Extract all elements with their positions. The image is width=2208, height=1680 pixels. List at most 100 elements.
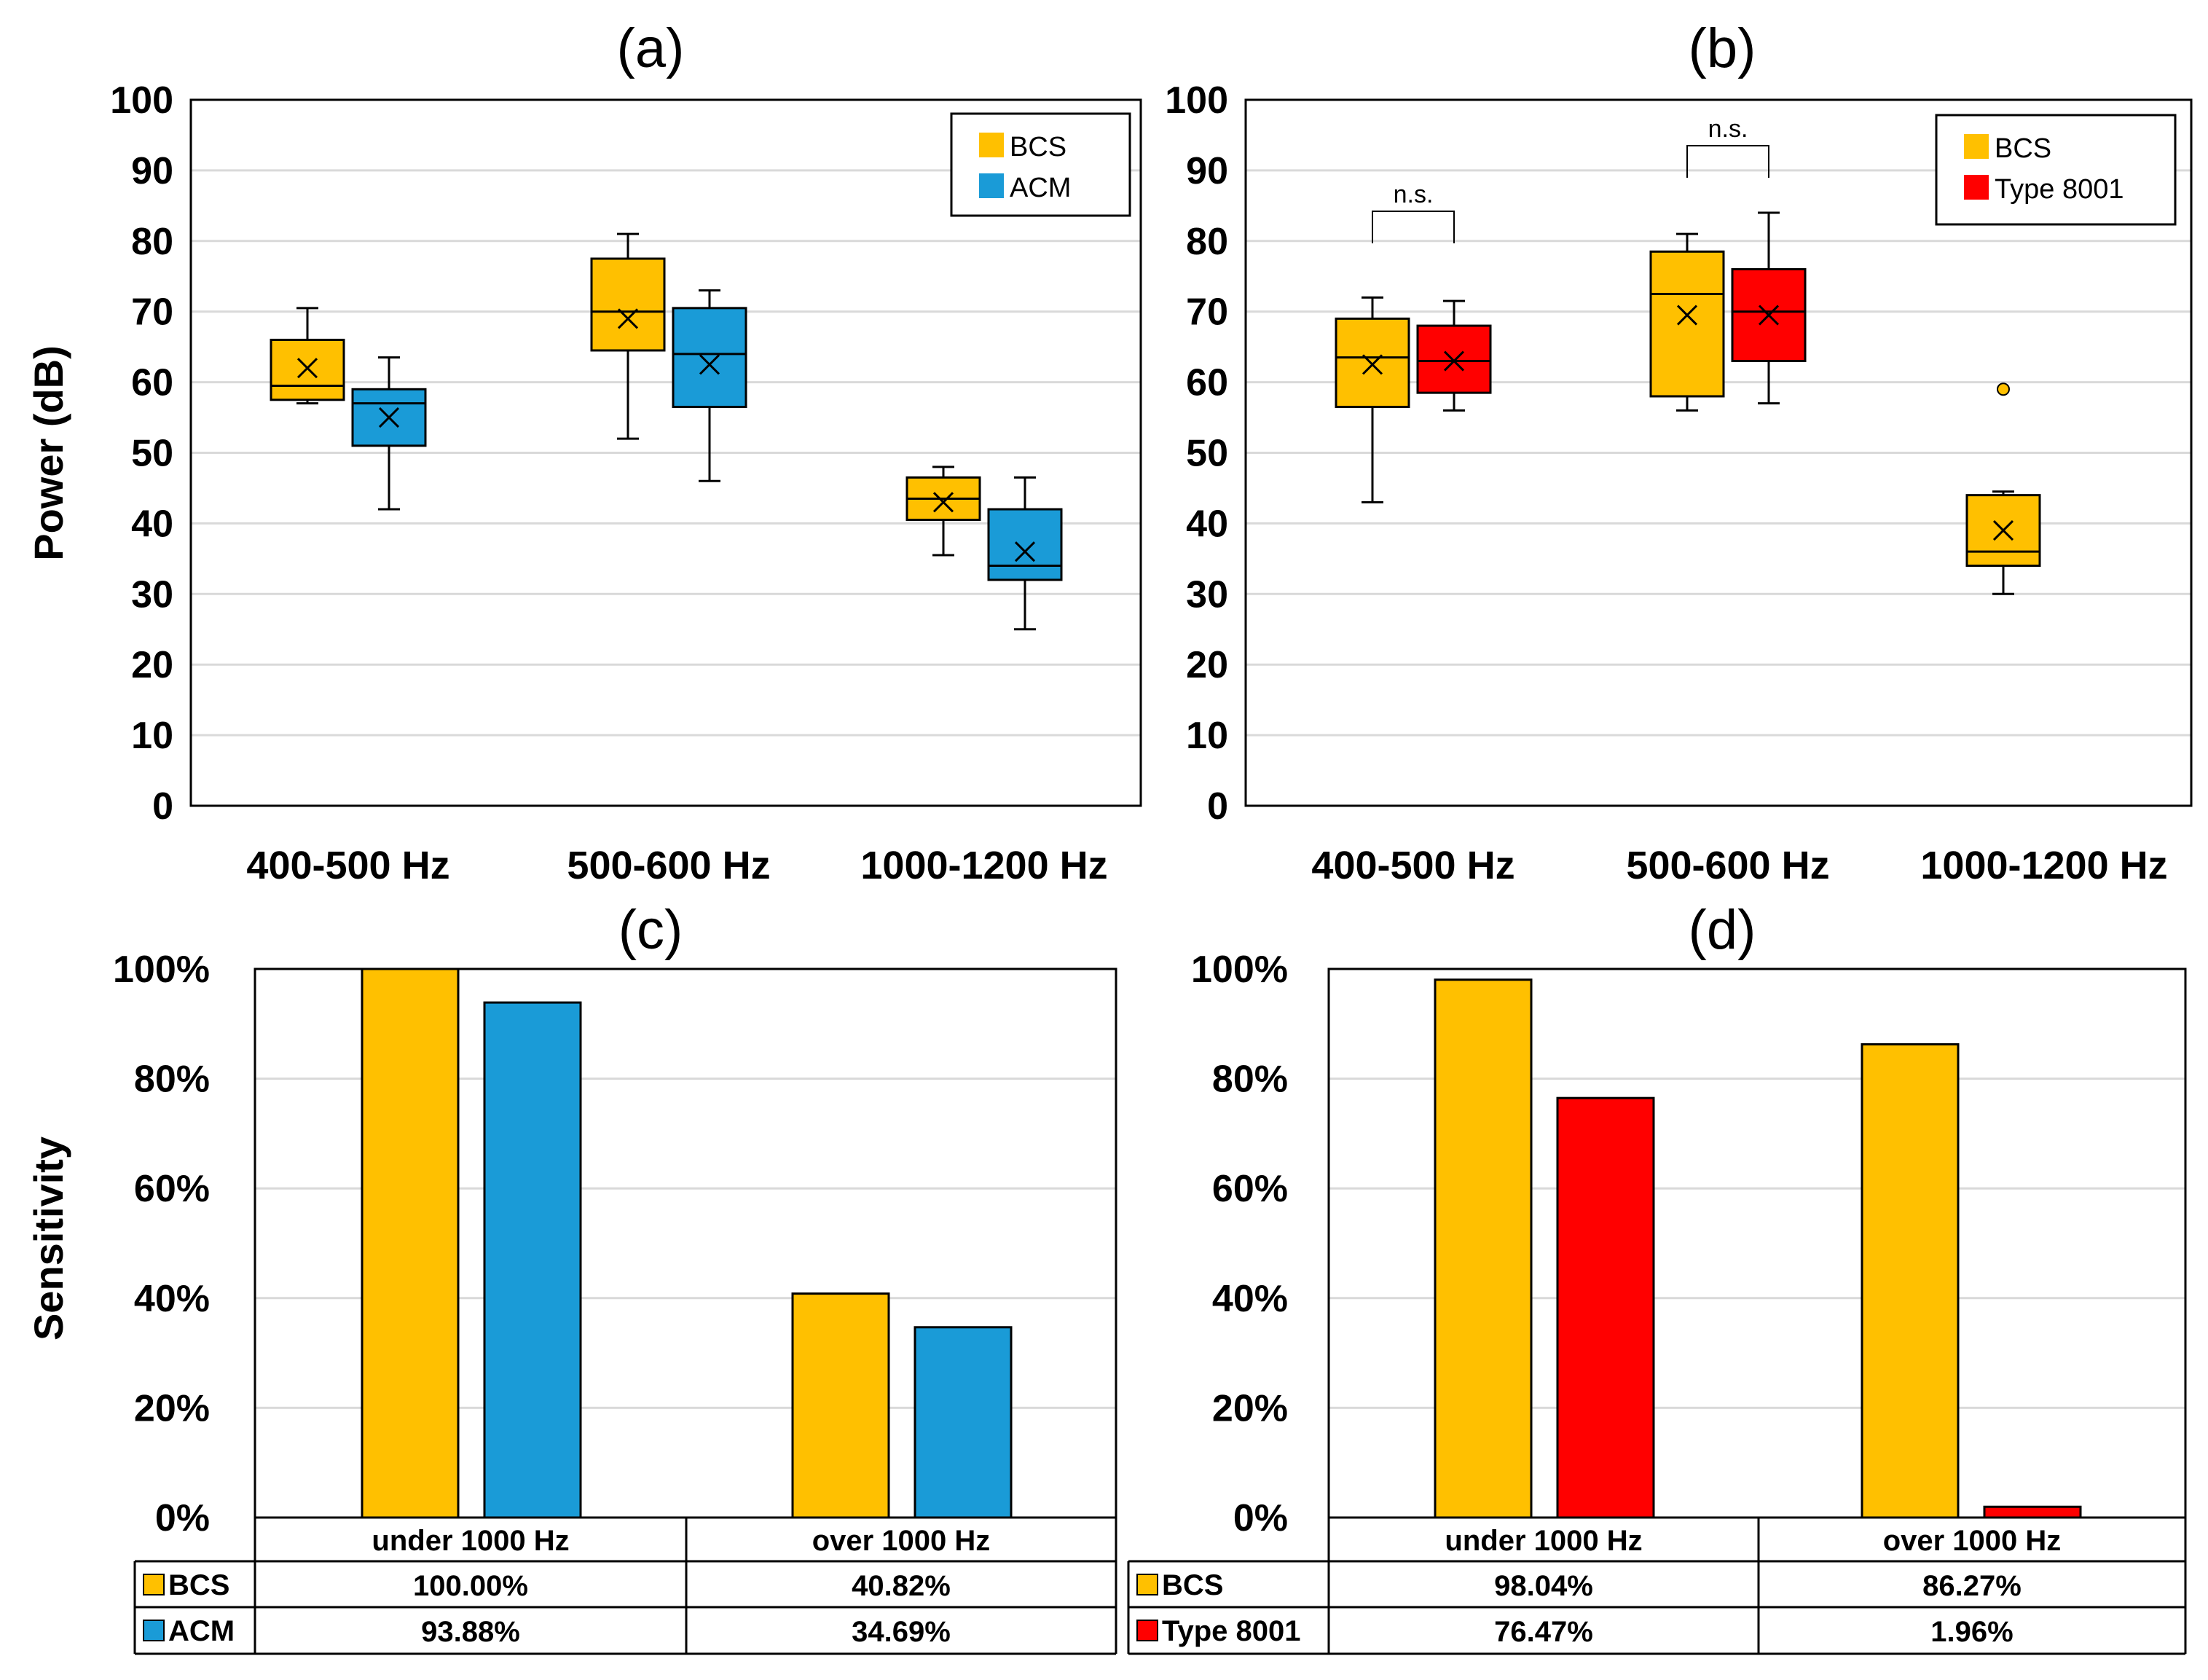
y-tick-label: 30 (131, 573, 173, 616)
series-label: BCS (168, 1569, 229, 1601)
significance-label: n.s. (1708, 115, 1748, 143)
data-table: under 1000 Hz over 1000 Hz BCS 98.04% 86.27%… (1127, 1516, 2187, 1655)
series-label: Type 8001 (1162, 1615, 1301, 1647)
legend: BCS ACM (950, 112, 1131, 217)
y-tick-label: 60% (1212, 1168, 1288, 1210)
box-body (1416, 324, 1492, 394)
series-label: ACM (168, 1615, 235, 1647)
significance-bracket (1372, 211, 1455, 243)
y-tick-label: 80% (134, 1059, 210, 1101)
mean-marker (699, 354, 720, 375)
legend-swatch (1964, 134, 1989, 159)
legend-frame (1935, 114, 2177, 226)
y-tick-label: 0% (155, 1497, 210, 1539)
significance-bracket (1686, 145, 1769, 178)
bar-type-8001 (1556, 1096, 1655, 1519)
y-tick-label: 50 (1186, 433, 1228, 475)
data-label: 40.82% (852, 1570, 951, 1602)
legend-label: BCS (1010, 132, 1066, 162)
plot-frame (1244, 98, 2193, 807)
bar-bcs (791, 1292, 890, 1519)
mean-marker (1758, 305, 1780, 326)
y-tick-label: 20% (134, 1387, 210, 1429)
bar-acm (483, 1001, 582, 1519)
y-tick-label: 60 (131, 362, 173, 404)
panel-a: (a) 0 10 20 30 40 50 60 70 80 90 100 400-500 Hz 500-6… (25, 17, 1142, 887)
box-acm (672, 289, 747, 482)
box-body (987, 508, 1063, 581)
panel-title: (d) (1689, 899, 1756, 961)
y-tick-label: 90 (131, 150, 173, 192)
data-label: 34.69% (852, 1616, 951, 1648)
x-category-label: 400-500 Hz (1311, 844, 1514, 887)
x-category-label: 500-600 Hz (1626, 844, 1829, 887)
legend-swatch (143, 1620, 165, 1641)
mean-marker (1362, 354, 1383, 375)
mean-marker (932, 492, 954, 513)
y-tick-label: 70 (131, 291, 173, 334)
y-axis-label: Sensitivity (25, 1137, 71, 1341)
y-tick-label: 80 (131, 221, 173, 263)
panel-d: (d) 0% 20% 40% 60% 80% 100% under 1000 Hz over 1… (1127, 899, 2187, 1655)
y-tick-label: 80 (1186, 221, 1228, 263)
data-label: 76.47% (1494, 1616, 1593, 1648)
legend-swatch (143, 1574, 165, 1595)
mean-marker (1014, 541, 1036, 562)
mean-marker (1676, 305, 1698, 326)
y-tick-label: 60% (134, 1168, 210, 1210)
y-tick-label: 100% (1191, 949, 1288, 991)
panel-c: (c) 0% 20% 40% 60% 80% 100% Sensitivity under 10… (25, 899, 1117, 1655)
y-tick-label: 20 (1186, 644, 1228, 686)
data-label: 93.88% (421, 1616, 520, 1648)
data-label: 86.27% (1922, 1570, 2022, 1602)
box-bcs (270, 307, 345, 405)
y-tick-label: 60 (1186, 362, 1228, 404)
legend-swatch (979, 173, 1004, 198)
bar-bcs (1861, 1043, 1960, 1519)
y-tick-label: 40% (134, 1278, 210, 1320)
bar-type-8001 (1983, 1505, 2082, 1519)
legend: BCS Type 8001 (1935, 114, 2177, 226)
box-bcs (1335, 296, 1410, 503)
legend-swatch (979, 133, 1004, 157)
legend-swatch (1136, 1620, 1158, 1641)
y-tick-label: 40 (131, 503, 173, 545)
y-tick-label: 20 (131, 644, 173, 686)
y-tick-label: 30 (1186, 573, 1228, 616)
panel-b: (b) 0 10 20 30 40 50 60 70 80 90 100 400-500 Hz 500-6… (1165, 17, 2193, 887)
box-body (270, 338, 345, 401)
series-label: BCS (1162, 1569, 1223, 1601)
legend-swatch (1964, 175, 1989, 200)
data-table: under 1000 Hz over 1000 Hz BCS 100.00% 40.82… (133, 1516, 1117, 1655)
box-body (1649, 250, 1725, 398)
box-bcs (905, 466, 981, 557)
table-header: under 1000 Hz (1445, 1525, 1642, 1557)
y-axis-label: Power (dB) (25, 345, 71, 561)
box-body (1731, 268, 1807, 363)
box-body (590, 257, 666, 352)
table-header: over 1000 Hz (1883, 1525, 2062, 1557)
mean-marker (1992, 520, 2014, 541)
y-tick-label: 80% (1212, 1059, 1288, 1101)
panel-title: (b) (1689, 17, 1756, 79)
mean-marker (1443, 350, 1465, 372)
mean-marker (296, 358, 318, 379)
panel-title: (a) (617, 17, 685, 79)
mean-marker (617, 308, 639, 329)
box-acm (987, 476, 1063, 631)
panel-title: (c) (618, 899, 683, 961)
plot-frame (189, 98, 1142, 807)
y-tick-label: 40% (1212, 1278, 1288, 1320)
box-body (672, 307, 747, 409)
legend-frame (950, 112, 1131, 217)
box-body (1335, 317, 1410, 409)
table-header: over 1000 Hz (812, 1525, 991, 1557)
x-category-label: 1000-1200 Hz (860, 844, 1107, 887)
significance-label: n.s. (1394, 181, 1434, 208)
data-label: 98.04% (1494, 1570, 1593, 1602)
y-tick-label: 70 (1186, 291, 1228, 334)
y-tick-label: 100% (113, 949, 210, 991)
y-tick-label: 0 (152, 785, 173, 828)
legend-label: Type 8001 (1995, 174, 2123, 205)
